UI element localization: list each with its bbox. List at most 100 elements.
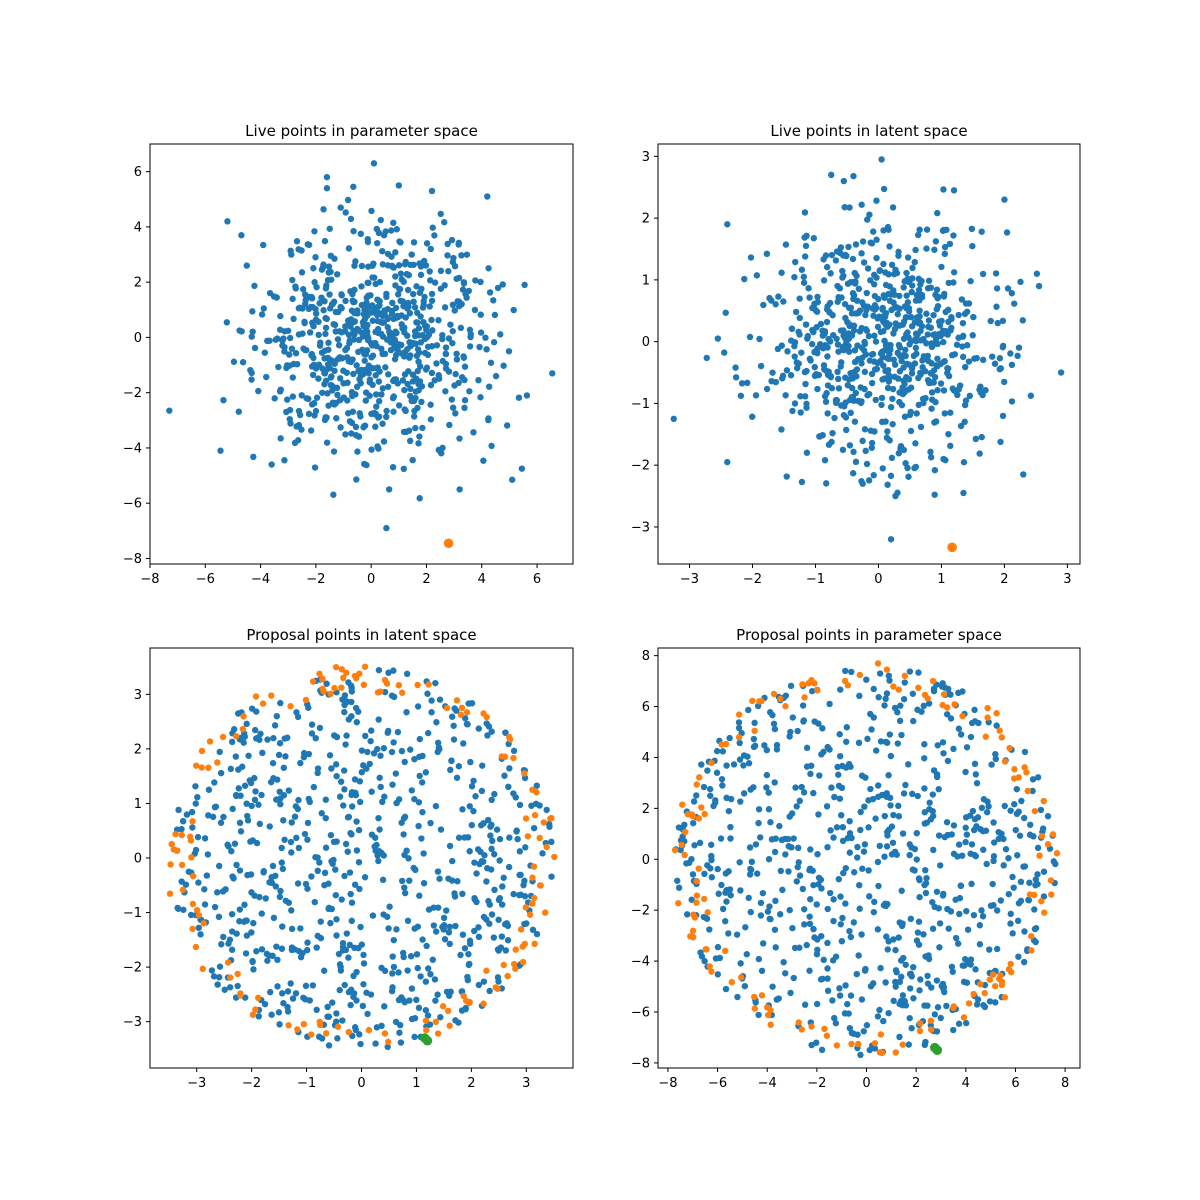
live-point bbox=[361, 347, 369, 355]
live-point bbox=[416, 892, 423, 899]
live-point bbox=[353, 476, 360, 483]
live-point bbox=[389, 463, 397, 471]
live-point bbox=[201, 901, 209, 908]
live-point bbox=[416, 495, 423, 502]
live-point bbox=[1008, 290, 1016, 297]
live-point bbox=[461, 715, 469, 722]
panel-title: Proposal points in parameter space bbox=[736, 626, 1002, 644]
x-tick-label: −3 bbox=[680, 572, 699, 587]
live-point bbox=[958, 296, 966, 303]
live-point bbox=[310, 783, 318, 791]
live-point bbox=[426, 277, 434, 284]
live-point bbox=[228, 738, 236, 746]
live-point bbox=[284, 396, 291, 403]
live-point bbox=[315, 331, 322, 339]
live-point bbox=[344, 354, 351, 361]
live-point bbox=[274, 956, 281, 964]
live-point bbox=[1044, 813, 1052, 820]
live-point bbox=[787, 372, 795, 379]
live-point bbox=[379, 385, 386, 392]
live-point bbox=[288, 849, 295, 856]
live-point bbox=[242, 950, 250, 957]
live-point bbox=[916, 987, 923, 994]
live-point bbox=[961, 418, 968, 426]
live-point bbox=[737, 960, 744, 967]
live-point bbox=[775, 995, 782, 1002]
live-point bbox=[487, 359, 495, 366]
live-point bbox=[343, 930, 350, 937]
live-point bbox=[419, 331, 426, 339]
y-tick-label: −2 bbox=[631, 904, 650, 919]
live-point bbox=[412, 375, 420, 382]
live-point bbox=[890, 997, 897, 1005]
live-point bbox=[963, 907, 970, 915]
live-point bbox=[895, 802, 902, 810]
live-point bbox=[424, 351, 432, 359]
live-point bbox=[295, 844, 303, 852]
boundary-point bbox=[993, 710, 1000, 717]
boundary-point bbox=[1001, 994, 1009, 1001]
live-point bbox=[865, 332, 873, 340]
live-point bbox=[970, 826, 978, 834]
live-point bbox=[962, 768, 969, 776]
live-point bbox=[242, 994, 249, 1001]
boundary-point bbox=[738, 974, 745, 981]
live-point bbox=[864, 265, 872, 272]
boundary-point bbox=[422, 1017, 430, 1024]
live-point bbox=[887, 536, 895, 543]
live-point bbox=[798, 266, 806, 273]
live-point bbox=[211, 903, 219, 911]
live-point bbox=[905, 761, 912, 768]
live-point bbox=[931, 466, 939, 474]
live-point bbox=[828, 251, 836, 259]
live-point bbox=[978, 228, 985, 235]
live-point bbox=[337, 303, 344, 311]
live-point bbox=[945, 925, 952, 932]
live-point bbox=[305, 704, 312, 711]
live-point bbox=[384, 383, 392, 390]
live-point bbox=[870, 228, 877, 235]
live-point bbox=[859, 299, 866, 306]
y-tick-label: 6 bbox=[642, 700, 650, 715]
live-point bbox=[464, 721, 471, 728]
live-point bbox=[362, 397, 370, 404]
live-point bbox=[521, 281, 528, 289]
live-point bbox=[874, 858, 882, 866]
live-point bbox=[941, 684, 949, 691]
live-point bbox=[741, 275, 748, 283]
live-point bbox=[802, 242, 810, 250]
live-point bbox=[406, 437, 414, 445]
live-point bbox=[460, 353, 467, 360]
live-point bbox=[418, 835, 425, 842]
live-point bbox=[713, 747, 721, 755]
live-point bbox=[987, 317, 994, 325]
live-point bbox=[793, 364, 801, 372]
live-point bbox=[733, 931, 741, 938]
live-point bbox=[461, 363, 469, 370]
y-tick-label: −1 bbox=[123, 906, 142, 921]
live-point bbox=[737, 798, 744, 805]
live-point bbox=[313, 283, 320, 291]
boundary-point bbox=[361, 663, 369, 670]
live-point bbox=[748, 858, 756, 866]
live-point bbox=[736, 756, 744, 763]
live-point bbox=[384, 1043, 391, 1051]
live-point bbox=[269, 759, 277, 767]
live-point bbox=[180, 906, 187, 913]
live-point bbox=[231, 840, 239, 847]
live-point bbox=[335, 342, 343, 349]
live-point bbox=[510, 747, 518, 755]
live-point bbox=[414, 367, 421, 375]
boundary-point bbox=[892, 1049, 900, 1056]
live-point bbox=[472, 793, 479, 800]
live-point bbox=[347, 890, 354, 898]
live-point bbox=[456, 435, 463, 442]
live-point bbox=[779, 886, 786, 894]
live-point bbox=[878, 394, 886, 402]
live-point bbox=[333, 773, 340, 780]
live-point bbox=[802, 321, 810, 328]
live-point bbox=[393, 226, 400, 233]
live-point bbox=[426, 268, 433, 275]
live-point bbox=[229, 805, 236, 813]
boundary-point bbox=[259, 700, 267, 707]
